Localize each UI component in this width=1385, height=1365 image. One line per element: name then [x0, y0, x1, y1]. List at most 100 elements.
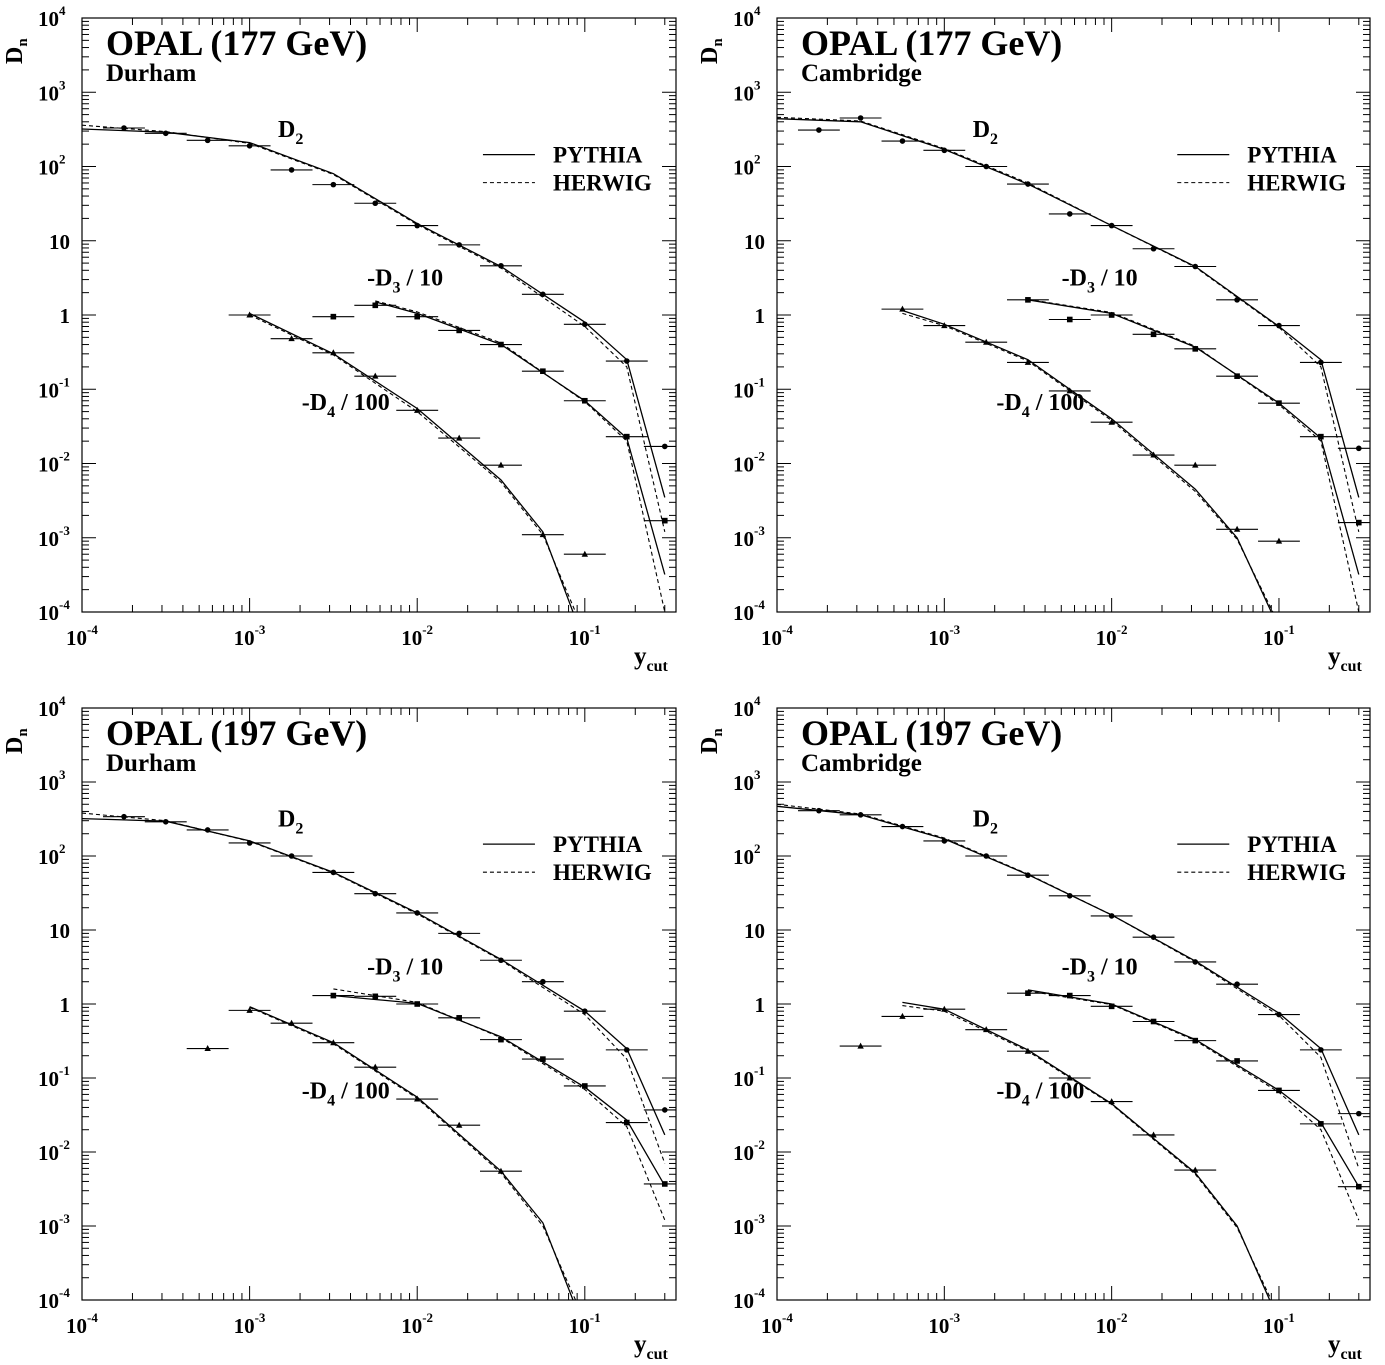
legend-label-herwig: HERWIG: [553, 860, 652, 885]
y-tick-label: 102: [733, 152, 761, 180]
data-point: [312, 181, 355, 188]
herwig-curve: [777, 803, 1360, 1169]
data-point: [1258, 322, 1300, 329]
marker-square: [414, 1001, 421, 1007]
marker-square: [1108, 312, 1115, 318]
marker-triangle: [1108, 1098, 1115, 1105]
marker-square: [1355, 1183, 1362, 1190]
marker-square: [1150, 331, 1157, 338]
data-point: [1258, 537, 1300, 544]
data-point: [270, 1019, 313, 1026]
chart-subtitle: Durham: [106, 750, 196, 777]
data-point: [480, 262, 522, 269]
data-point: [643, 443, 676, 450]
marker-circle: [330, 869, 337, 876]
marker-circle: [623, 1047, 630, 1053]
marker-square: [456, 327, 462, 334]
y-tick-label: 10-3: [38, 523, 70, 551]
data-point: [480, 461, 522, 468]
data-point: [1007, 1047, 1049, 1054]
series-3: [186, 1006, 577, 1300]
x-axis-label: ycut: [1328, 643, 1363, 675]
data-point: [1048, 892, 1091, 899]
marker-square: [498, 341, 504, 348]
marker-triangle: [372, 372, 379, 379]
y-tick-label: 10-2: [733, 449, 765, 477]
data-point: [965, 338, 1008, 345]
data-point: [1048, 316, 1091, 323]
data-point: [396, 406, 439, 413]
x-tick-label: 10-2: [1096, 1310, 1128, 1338]
marker-circle: [941, 838, 948, 844]
marker-circle: [1025, 872, 1031, 879]
series-label-2: -D3 / 10: [367, 265, 443, 296]
data-point: [1174, 1166, 1217, 1173]
data-point: [923, 322, 966, 329]
data-point: [312, 992, 355, 999]
marker-circle: [288, 167, 295, 173]
marker-circle: [983, 853, 990, 859]
herwig-curve: [249, 1006, 577, 1300]
marker-triangle: [1150, 1131, 1157, 1138]
y-tick-label: 10-1: [733, 374, 765, 402]
chart-subtitle: Cambridge: [801, 60, 922, 87]
marker-square: [1025, 297, 1031, 303]
series-2: [312, 300, 676, 612]
plot-frame: [776, 17, 1371, 613]
data-point: [839, 1042, 882, 1049]
marker-circle: [582, 1008, 588, 1014]
marker-square: [661, 1181, 668, 1187]
data-point: [228, 1006, 271, 1013]
series-label-3: -D4 / 100: [996, 390, 1084, 421]
y-tick-label: 103: [733, 77, 761, 105]
pythia-curve: [1027, 989, 1360, 1188]
plot-frame: [81, 707, 677, 1301]
y-tick-label: 10: [744, 230, 765, 254]
marker-triangle: [1275, 537, 1283, 544]
chart-subtitle: Durham: [106, 60, 196, 87]
legend-label-herwig: HERWIG: [1247, 171, 1346, 196]
data-point: [1132, 934, 1175, 940]
data-point: [643, 1181, 676, 1187]
y-tick-label: 102: [38, 152, 66, 180]
marker-square: [1066, 992, 1073, 999]
marker-circle: [857, 812, 864, 818]
data-point: [186, 1045, 229, 1052]
legend-label-herwig: HERWIG: [1247, 860, 1346, 885]
data-point: [1258, 1087, 1300, 1094]
data-point: [186, 827, 229, 833]
data-point: [1216, 297, 1259, 303]
data-point: [1048, 211, 1091, 217]
y-tick-label: 10-4: [733, 597, 765, 625]
y-tick-label: 10-3: [733, 523, 765, 551]
data-point: [1090, 418, 1133, 425]
marker-square: [1234, 373, 1240, 379]
marker-square: [1066, 316, 1073, 323]
data-point: [312, 869, 355, 876]
marker-circle: [121, 125, 127, 131]
marker-triangle: [1150, 451, 1157, 458]
pythia-curve: [249, 1006, 574, 1300]
series-1: [777, 115, 1370, 533]
y-tick-label: 104: [38, 693, 66, 721]
marker-circle: [540, 978, 546, 985]
marker-triangle: [246, 1006, 253, 1013]
data-point: [605, 358, 648, 364]
y-tick-label: 10-4: [38, 597, 70, 625]
marker-circle: [899, 823, 906, 830]
marker-square: [1318, 433, 1324, 440]
marker-triangle: [1192, 1166, 1199, 1173]
data-point: [396, 313, 439, 320]
marker-circle: [204, 137, 211, 144]
legend-label-pythia: PYTHIA: [553, 832, 643, 857]
x-tick-label: 10-3: [234, 1310, 266, 1338]
marker-triangle: [372, 1063, 379, 1070]
series-label-2: -D3 / 10: [1062, 265, 1138, 296]
data-point: [312, 1039, 355, 1046]
marker-square: [414, 313, 421, 320]
marker-triangle: [1192, 461, 1199, 468]
marker-circle: [857, 115, 864, 121]
data-point: [354, 200, 397, 207]
data-point: [521, 1056, 564, 1062]
series-label-1: D2: [278, 806, 303, 837]
